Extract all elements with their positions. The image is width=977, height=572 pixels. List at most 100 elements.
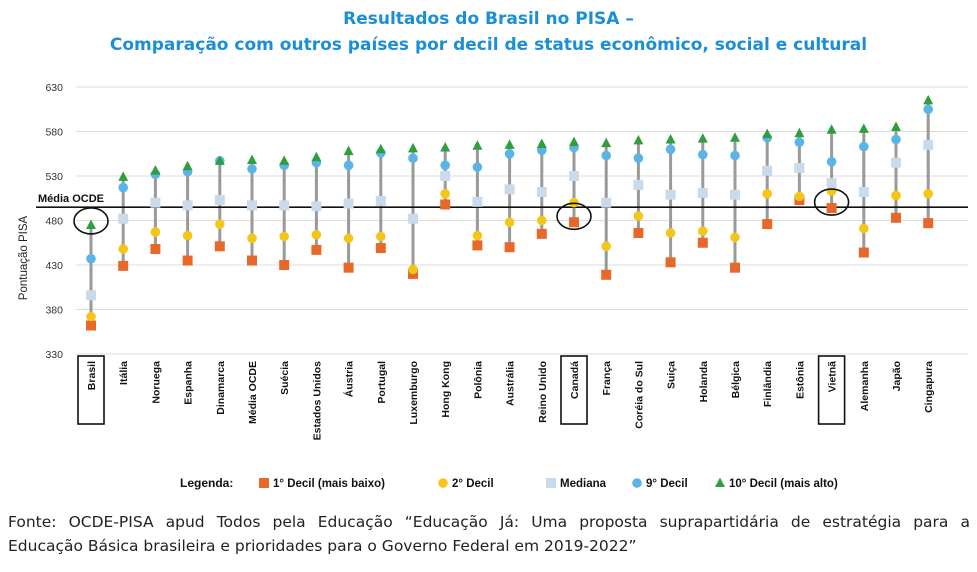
decile-10-point — [472, 140, 483, 150]
median-point — [794, 162, 805, 173]
decile-10-point — [794, 127, 805, 138]
decile-2-point — [762, 189, 772, 199]
decile-10-point — [633, 134, 644, 145]
decile-10-point — [858, 123, 869, 133]
median-point — [182, 200, 193, 211]
decile-1-point — [665, 257, 676, 268]
category-highlight-box — [560, 355, 588, 425]
decile-10-point — [601, 137, 612, 148]
x-tick-label: Áustria — [343, 361, 356, 397]
decile-9-point — [601, 150, 611, 161]
decile-9-point — [923, 104, 933, 115]
decile-1-point — [730, 262, 740, 273]
decile-9-point — [247, 164, 257, 174]
decile-9-point — [665, 144, 676, 155]
decile-10-point — [118, 171, 129, 181]
decile-9-point — [440, 160, 451, 171]
decile-1-point — [633, 227, 644, 238]
y-tick-label: 380 — [45, 305, 63, 317]
legend-marker — [715, 477, 725, 487]
decile-10-point — [826, 124, 837, 134]
decile-9-point — [472, 162, 483, 172]
decile-1-point — [891, 212, 901, 223]
decile-9-point — [794, 137, 805, 147]
y-tick-label: 630 — [45, 82, 63, 94]
y-tick-label: 430 — [45, 260, 63, 272]
decile-2-point — [215, 219, 225, 229]
decile-9-point — [730, 150, 740, 161]
median-point — [826, 178, 837, 189]
category-highlight-box — [77, 355, 105, 425]
y-axis-ticks: 330 380 430 480 530 580 630 — [45, 82, 63, 361]
decile-10-point — [311, 151, 322, 162]
decile-9-point — [633, 153, 644, 163]
median-point — [858, 187, 869, 198]
decile-2-point — [440, 189, 451, 199]
decile-9-point — [698, 149, 708, 160]
decile-1-point — [762, 219, 773, 230]
decile-9-point — [343, 160, 354, 171]
y-tick-label: 480 — [45, 216, 63, 228]
highlight-circles — [73, 188, 850, 235]
decile-2-point — [311, 229, 322, 240]
legend-entry-label: 9° Decil — [646, 478, 688, 490]
y-tick-label: 530 — [45, 171, 63, 183]
decile-2-point — [504, 217, 515, 228]
median-point — [601, 197, 612, 208]
decile-1-point — [826, 203, 837, 214]
decile-10-point — [762, 128, 773, 139]
decile-2-point — [923, 189, 933, 199]
x-tick-label: França — [601, 361, 613, 396]
x-tick-label: Estônia — [794, 361, 806, 399]
x-tick-label: Coréia do Sul — [633, 361, 645, 429]
x-tick-label: Canadá — [569, 361, 581, 399]
source-note-line-2: Educação Básica brasileira e prioridades… — [8, 537, 637, 555]
y-tick-label: 580 — [45, 127, 63, 139]
legend-marker — [546, 478, 556, 488]
decile-2-point — [472, 230, 483, 241]
median-point — [697, 187, 708, 198]
decile-1-point — [343, 262, 354, 273]
decile-2-point — [247, 233, 257, 244]
x-tick-label: Hong Kong — [440, 361, 452, 418]
x-tick-label: Alemanha — [859, 361, 871, 411]
source-note: Fonte: OCDE-PISA apud Todos pela Educaçã… — [8, 510, 970, 558]
x-tick-label: Holanda — [698, 361, 710, 403]
highlight-circle — [73, 207, 109, 235]
median-point — [569, 171, 579, 181]
median-point — [311, 201, 322, 212]
median-point — [891, 157, 901, 168]
x-tick-label: Noruega — [150, 361, 162, 404]
x-tick-label: Espanha — [183, 361, 195, 405]
legend-title: Legenda: — [180, 476, 233, 490]
decile-10-point — [536, 138, 547, 148]
decile-2-point — [150, 227, 161, 237]
decile-10-point — [247, 154, 257, 164]
x-tick-label: Japão — [891, 361, 903, 391]
decile-2-point — [376, 231, 386, 242]
legend: Legenda: 1° Decil (mais baixo) 2° Decil Med… — [180, 476, 838, 490]
x-tick-label: Finlândia — [762, 361, 774, 407]
median-point — [730, 189, 740, 200]
decile-1-point — [86, 320, 96, 331]
legend-entry-label: 10° Decil (mais alto) — [729, 478, 838, 490]
decile-10-point — [923, 94, 934, 105]
median-point — [923, 139, 934, 150]
decile-10-point — [730, 132, 740, 142]
decile-1-point — [569, 217, 579, 228]
decile-2-point — [730, 232, 740, 243]
decile-9-point — [859, 141, 869, 152]
x-tick-label: Luxemburgo — [408, 361, 420, 425]
decile-9-point — [86, 253, 96, 264]
chart-title: Resultados do Brasil no PISA – — [343, 9, 634, 29]
decile-2-point — [408, 264, 418, 275]
decile-1-point — [311, 244, 322, 255]
decile-9-point — [504, 148, 515, 159]
decile-1-point — [472, 240, 483, 251]
decile-2-point — [601, 241, 611, 252]
source-note-line-1: Fonte: OCDE-PISA apud Todos pela Educaçã… — [8, 513, 970, 531]
oecd-average-label: Média OCDE — [38, 193, 104, 205]
decile-10-point — [150, 165, 161, 175]
median-point — [665, 189, 676, 200]
decile-2-point — [859, 223, 869, 234]
